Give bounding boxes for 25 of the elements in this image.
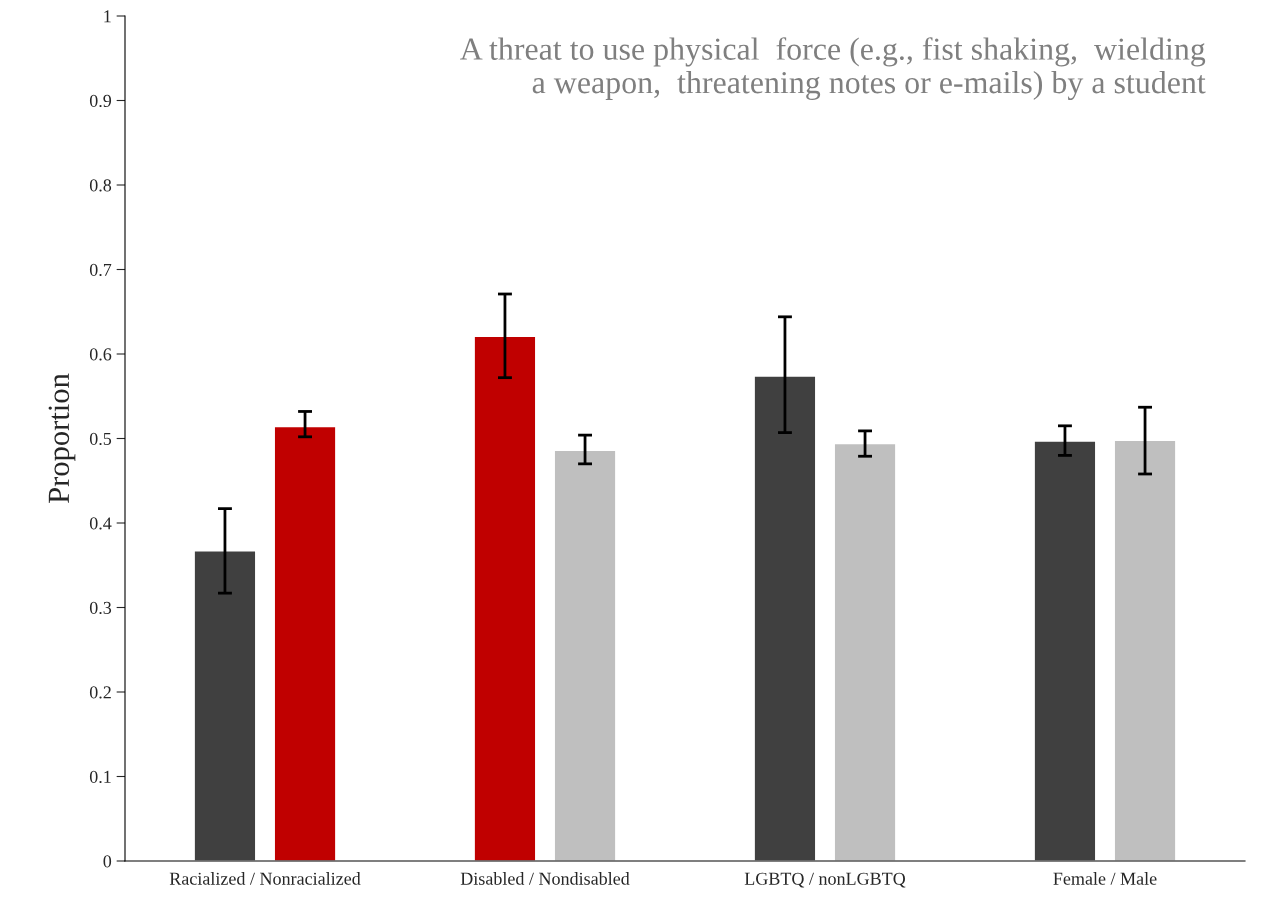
- y-tick-label: 1: [104, 10, 111, 23]
- y-tick-label: 0.4: [89, 517, 112, 530]
- x-tick-label: Racialized / Nonracialized: [169, 872, 361, 885]
- y-tick-label: 0.7: [89, 263, 112, 277]
- y-tick-label: 0.2: [89, 686, 111, 699]
- y-tick-label: 0.3: [89, 601, 112, 615]
- y-axis-title: Proportion: [48, 373, 76, 503]
- bar: [273, 425, 337, 861]
- bar: [833, 442, 897, 861]
- y-tick-label: 0.6: [89, 348, 112, 361]
- x-tick-label: LGBTQ / nonLGBTQ: [744, 872, 906, 888]
- y-tick-label: 0.9: [89, 94, 112, 108]
- y-tick-label: 0.8: [89, 179, 112, 192]
- y-tick-label: 0.1: [89, 770, 111, 784]
- bar: [1033, 440, 1097, 861]
- bar: [553, 449, 617, 861]
- bar: [1113, 439, 1177, 861]
- x-tick-label: Female / Male: [1053, 872, 1157, 885]
- bar: [193, 550, 257, 861]
- bar: [753, 375, 817, 861]
- y-tick-label: 0: [103, 855, 112, 868]
- bar: [473, 335, 537, 861]
- text: A threat to use physical force (e.g., fist shaking, wielding a weapon, threatening notes or e-mails) by a student: [460, 37, 1206, 100]
- x-tick-label: Disabled / Nondisabled: [460, 872, 630, 885]
- y-tick-label: 0.5: [89, 432, 112, 446]
